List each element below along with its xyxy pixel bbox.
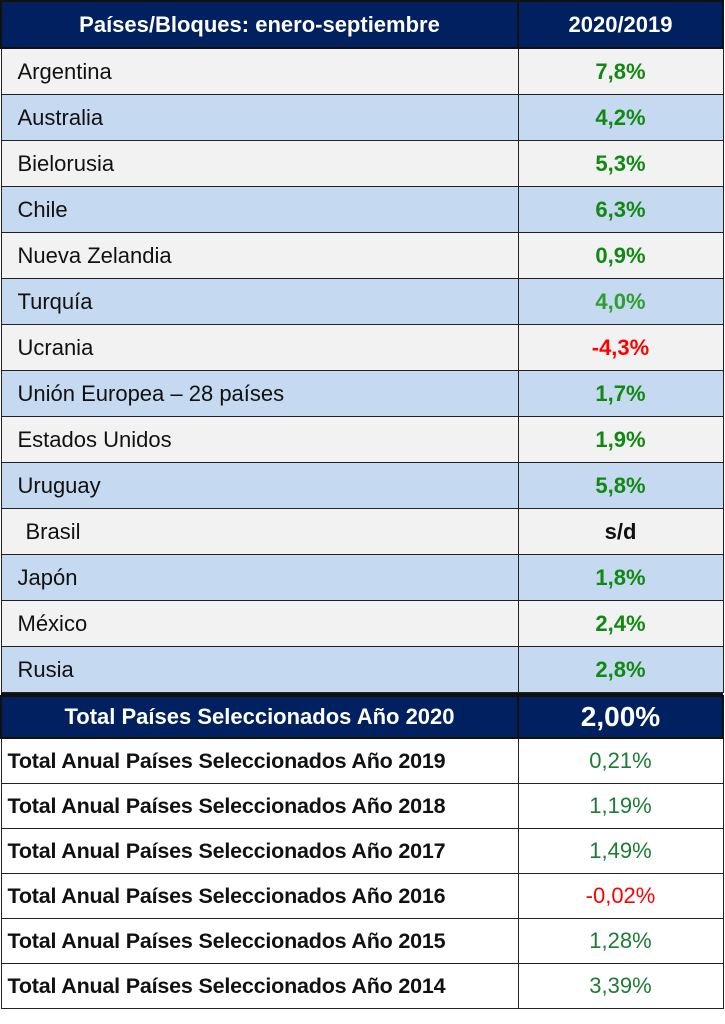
growth-value: 6,3% bbox=[517, 186, 724, 233]
growth-value: 2,4% bbox=[517, 600, 724, 647]
table-row: Uruguay 5,8% bbox=[0, 462, 724, 509]
country-name: Unión Europea – 28 países bbox=[0, 370, 519, 417]
table-row: Nueva Zelandia 0,9% bbox=[0, 232, 724, 279]
country-name: Uruguay bbox=[0, 462, 519, 509]
annual-label: Total Anual Países Seleccionados Año 201… bbox=[0, 828, 519, 874]
table-row: Bielorusia 5,3% bbox=[0, 140, 724, 187]
country-name: Bielorusia bbox=[0, 140, 519, 187]
annual-value: 3,39% bbox=[517, 963, 724, 1009]
growth-value: 7,8% bbox=[517, 47, 724, 95]
annual-value: 0,21% bbox=[517, 737, 724, 784]
table-row: Estados Unidos 1,9% bbox=[0, 416, 724, 463]
country-name: Brasil bbox=[0, 508, 519, 555]
growth-value: 1,9% bbox=[517, 416, 724, 463]
header-row: Países/Bloques: enero-septiembre 2020/20… bbox=[0, 0, 724, 49]
country-name: Ucrania bbox=[0, 324, 519, 371]
divider bbox=[1, 692, 723, 696]
table-row: Argentina 7,8% bbox=[0, 47, 724, 95]
growth-value: 4,0% bbox=[517, 278, 724, 325]
annual-value: 1,28% bbox=[517, 918, 724, 964]
header-period: 2020/2019 bbox=[517, 0, 724, 49]
country-name: Estados Unidos bbox=[0, 416, 519, 463]
annual-row: Total Anual Países Seleccionados Año 201… bbox=[0, 963, 724, 1009]
annual-row: Total Anual Países Seleccionados Año 201… bbox=[0, 828, 724, 874]
annual-label: Total Anual Países Seleccionados Año 201… bbox=[0, 963, 519, 1009]
table-row: Japón 1,8% bbox=[0, 554, 724, 601]
table-row: Chile 6,3% bbox=[0, 186, 724, 233]
table-row: Turquía 4,0% bbox=[0, 278, 724, 325]
annual-row: Total Anual Países Seleccionados Año 201… bbox=[0, 737, 724, 784]
growth-value: -4,3% bbox=[517, 324, 724, 371]
annual-row: Total Anual Países Seleccionados Año 201… bbox=[0, 783, 724, 829]
table-row: Unión Europea – 28 países 1,7% bbox=[0, 370, 724, 417]
annual-row: Total Anual Países Seleccionados Año 201… bbox=[0, 873, 724, 919]
total-label: Total Países Seleccionados Año 2020 bbox=[0, 695, 519, 739]
growth-value: 0,9% bbox=[517, 232, 724, 279]
annual-value: 1,49% bbox=[517, 828, 724, 874]
growth-value: 4,2% bbox=[517, 94, 724, 141]
country-name: Argentina bbox=[0, 47, 519, 95]
country-name: Rusia bbox=[0, 646, 519, 693]
divider-cell bbox=[1, 692, 723, 696]
country-name: Nueva Zelandia bbox=[0, 232, 519, 279]
growth-value: 5,8% bbox=[517, 462, 724, 509]
table-row: México 2,4% bbox=[0, 600, 724, 647]
annual-label: Total Anual Países Seleccionados Año 201… bbox=[0, 918, 519, 964]
total-row: Total Países Seleccionados Año 2020 2,00% bbox=[0, 695, 724, 739]
country-name: Turquía bbox=[0, 278, 519, 325]
country-name: Chile bbox=[0, 186, 519, 233]
growth-value: 1,8% bbox=[517, 554, 724, 601]
country-name: Japón bbox=[0, 554, 519, 601]
annual-value: -0,02% bbox=[517, 873, 724, 919]
country-name: México bbox=[0, 600, 519, 647]
table-row: Brasil s/d bbox=[0, 508, 724, 555]
growth-value: 1,7% bbox=[517, 370, 724, 417]
annual-row: Total Anual Países Seleccionados Año 201… bbox=[0, 918, 724, 964]
table-row: Australia 4,2% bbox=[0, 94, 724, 141]
total-value: 2,00% bbox=[517, 695, 724, 739]
growth-value: 5,3% bbox=[517, 140, 724, 187]
growth-value: s/d bbox=[517, 508, 724, 555]
annual-label: Total Anual Países Seleccionados Año 201… bbox=[0, 783, 519, 829]
growth-value: 2,8% bbox=[517, 646, 724, 693]
annual-label: Total Anual Países Seleccionados Año 201… bbox=[0, 873, 519, 919]
annual-label: Total Anual Países Seleccionados Año 201… bbox=[0, 737, 519, 784]
table-row: Rusia 2,8% bbox=[0, 646, 724, 693]
annual-value: 1,19% bbox=[517, 783, 724, 829]
header-countries: Países/Bloques: enero-septiembre bbox=[0, 0, 519, 49]
country-name: Australia bbox=[0, 94, 519, 141]
table-row: Ucrania -4,3% bbox=[0, 324, 724, 371]
